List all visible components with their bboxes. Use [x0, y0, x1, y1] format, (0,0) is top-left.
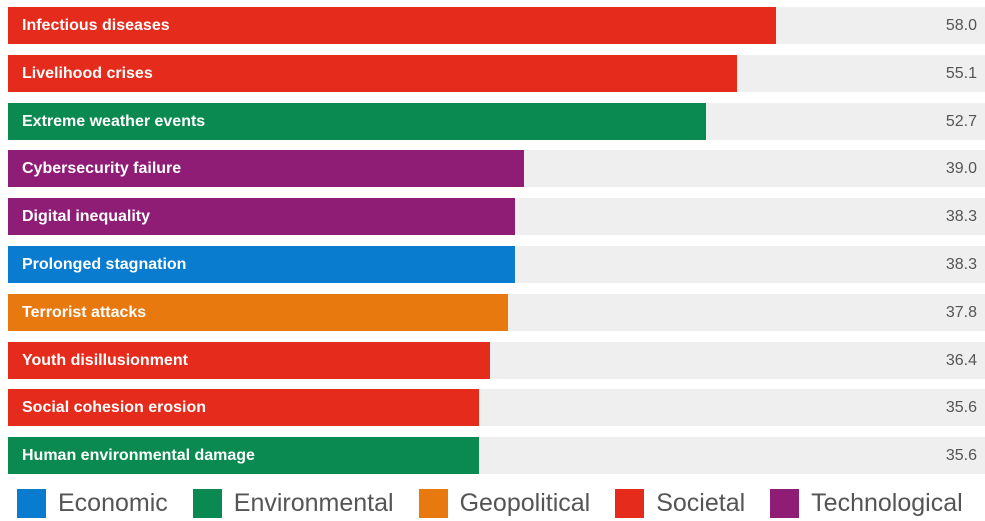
bar-label: Youth disillusionment [22, 352, 188, 369]
value-label: 37.8 [945, 304, 977, 321]
bar [8, 7, 776, 44]
value-label: 52.7 [945, 113, 977, 130]
value-label: 39.0 [945, 160, 977, 177]
legend: Economic Environmental Geopolitical Societa… [17, 485, 985, 521]
bar-label: Social cohesion erosion [22, 399, 207, 416]
legend-label: Economic [58, 488, 168, 517]
bar-label: Livelihood crises [22, 65, 153, 82]
bar [8, 389, 479, 426]
value-label: 38.3 [945, 208, 977, 225]
bar [8, 294, 508, 331]
bar [8, 55, 737, 92]
legend-swatch [418, 488, 448, 518]
value-label: 36.4 [945, 352, 977, 369]
legend-label: Geopolitical [459, 488, 591, 517]
legend-label: Societal [656, 488, 746, 517]
legend-item: Economic [17, 488, 168, 518]
bar-label: Extreme weather events [22, 113, 206, 130]
legend-swatch [17, 488, 46, 518]
value-label: 35.6 [945, 447, 977, 464]
bar-label: Terrorist attacks [22, 304, 147, 321]
bar-label: Human environmental damage [22, 447, 255, 464]
bar [8, 342, 490, 379]
legend-swatch [192, 488, 222, 518]
legend-label: Environmental [233, 488, 394, 517]
legend-swatch [615, 488, 645, 518]
legend-item: Geopolitical [418, 488, 591, 518]
legend-label: Technological [811, 488, 963, 517]
legend-item: Societal [615, 488, 746, 518]
value-label: 58.0 [945, 17, 977, 34]
value-label: 55.1 [945, 65, 977, 82]
legend-item: Technological [770, 488, 963, 518]
bar-label: Digital inequality [22, 208, 151, 225]
value-label: 35.6 [945, 399, 977, 416]
legend-swatch [770, 488, 800, 518]
bar [8, 103, 706, 140]
bar [8, 150, 524, 187]
bar-label: Prolonged stagnation [22, 256, 187, 273]
legend-item: Environmental [192, 488, 394, 518]
bar-label: Cybersecurity failure [22, 160, 182, 177]
bar [8, 437, 479, 474]
value-label: 38.3 [945, 256, 977, 273]
bar [8, 198, 515, 235]
bar-label: Infectious diseases [22, 17, 170, 34]
bar [8, 246, 515, 283]
